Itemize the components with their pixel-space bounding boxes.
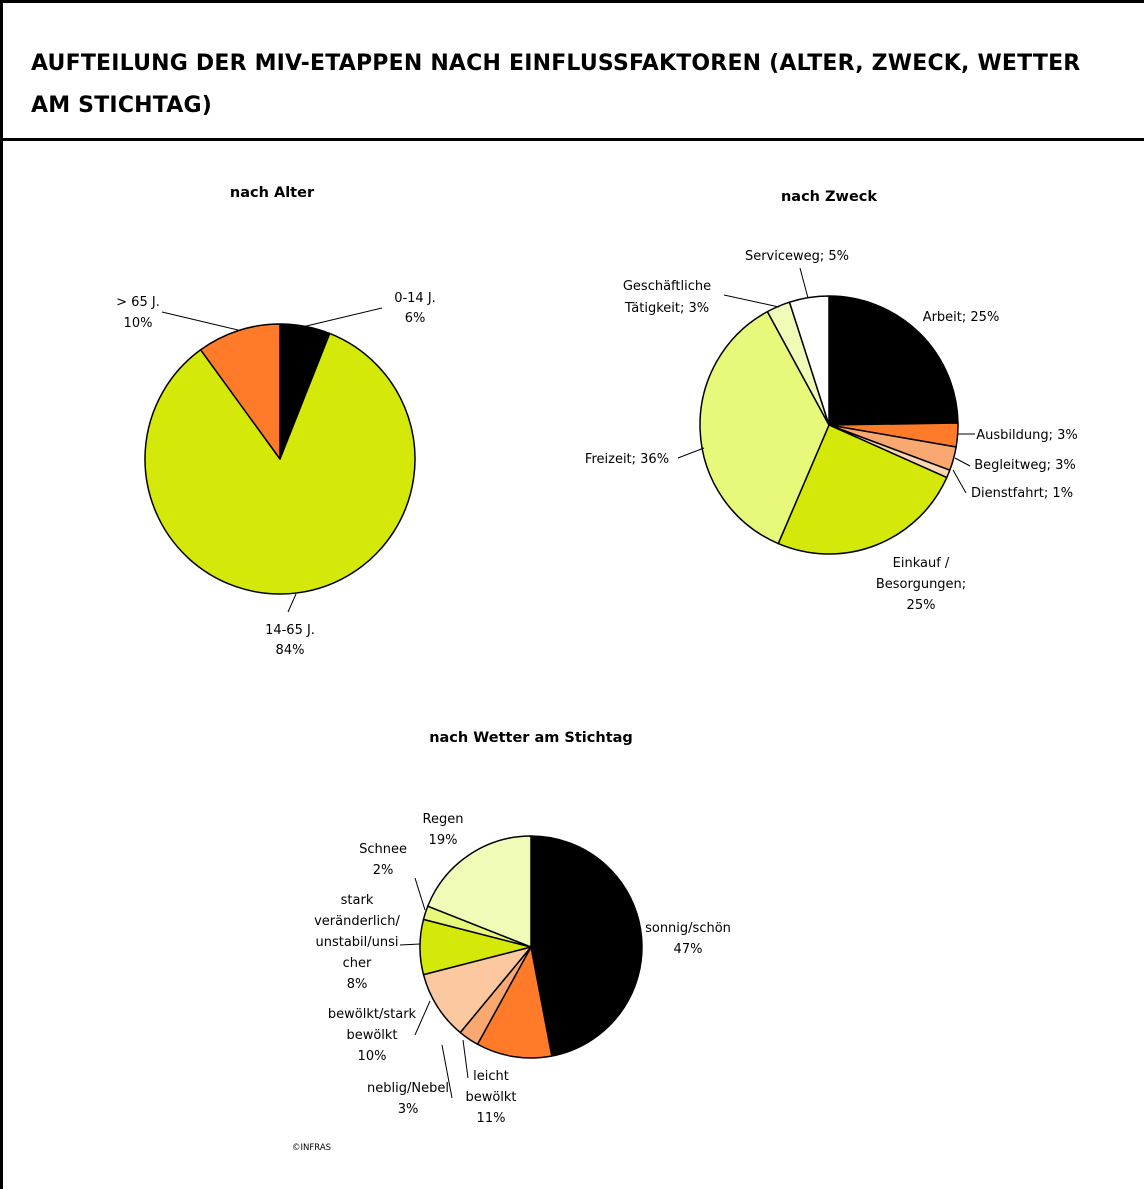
slice-label-65-j: > 65 J. 10% xyxy=(116,295,239,331)
pie-slice-65-j xyxy=(199,323,281,460)
leader-line xyxy=(954,457,971,467)
slice-name-label: Regen xyxy=(423,812,464,827)
slice-value-label: Serviceweg; 5% xyxy=(745,249,849,264)
slice-value-label: Tätigkeit; 3% xyxy=(624,301,709,316)
chart-title: nach Wetter am Stichtag xyxy=(429,730,633,746)
slice-name-label: > 65 J. xyxy=(116,295,160,310)
pie-slice-regen xyxy=(427,835,532,948)
slice-name-label: bewölkt xyxy=(346,1028,397,1043)
slice-value-label: 10% xyxy=(124,316,153,331)
slice-value-label: 47% xyxy=(674,942,703,957)
leader-line xyxy=(161,311,239,331)
leader-line xyxy=(287,593,297,613)
leader-line xyxy=(723,294,780,308)
leader-line xyxy=(399,943,421,946)
slice-name-label: veränderlich/ xyxy=(314,914,400,929)
slice-value-label: 8% xyxy=(347,977,368,992)
slice-label-stark-veranderlich-unstabil-unsi-cher: stark veränderlich/unstabil/unsi cher 8% xyxy=(314,893,421,992)
slice-label-regen: Regen 19% xyxy=(423,812,464,848)
pie-slice-leicht-bewolkt xyxy=(476,946,553,1059)
page-title: AUFTEILUNG DER MIV-ETAPPEN NACH EINFLUSS… xyxy=(31,51,1081,118)
slice-name-label: Schnee xyxy=(359,842,407,857)
slice-label-einkauf-besorgungen: Einkauf / Besorgungen; 25% xyxy=(876,556,966,613)
pie-slice-freizeit xyxy=(699,310,830,545)
slice-label-dienstfahrt: Dienstfahrt; 1% xyxy=(952,469,1073,501)
pie-slice-sonnig-schon xyxy=(530,835,643,1057)
slice-value-label: 6% xyxy=(405,311,426,326)
slice-label-neblig-nebel: neblig/Nebel 3% xyxy=(367,1044,453,1117)
slice-label-freizeit: Freizeit; 36% xyxy=(585,447,705,467)
chart-title: nach Zweck xyxy=(781,189,877,205)
slice-name-label: neblig/Nebel xyxy=(367,1081,449,1096)
slice-value-label: 19% xyxy=(429,833,458,848)
slice-name-label: Besorgungen; xyxy=(876,577,966,592)
pie-slice-serviceweg xyxy=(788,295,830,426)
pie-slice-einkauf-besorgungen xyxy=(777,424,948,555)
leader-line xyxy=(799,267,809,299)
slice-name-label: leicht xyxy=(473,1069,509,1084)
slice-label-leicht-bewolkt: leicht bewölkt 11% xyxy=(462,1039,517,1126)
slice-value-label: Arbeit; 25% xyxy=(923,310,1000,325)
slice-name-label: 14-65 J. xyxy=(265,623,315,638)
slice-label-schnee: Schnee 2% xyxy=(359,842,426,911)
chart-title: nach Alter xyxy=(230,185,315,201)
pie-slice-14-65-j xyxy=(144,332,416,595)
slice-label-begleitweg: Begleitweg; 3% xyxy=(954,457,1076,473)
pie-chart-nach-wetter-am-stichtag: nach Wetter am Stichtag sonnig/schön 47% le… xyxy=(314,730,731,1126)
slice-name-label: Einkauf / xyxy=(893,556,950,571)
slice-value-label: 10% xyxy=(358,1049,387,1064)
slice-label-0-14-j: 0-14 J. 6% xyxy=(297,291,436,329)
slice-name-label: bewölkt/stark xyxy=(328,1007,417,1022)
slice-value-label: Begleitweg; 3% xyxy=(974,458,1076,473)
leader-line xyxy=(297,307,383,329)
slice-value-label: Freizeit; 36% xyxy=(585,452,669,467)
slice-name-label: cher xyxy=(343,956,372,971)
slice-label-arbeit: Arbeit; 25% xyxy=(923,310,1000,325)
slice-label-sonnig-schon: sonnig/schön 47% xyxy=(645,921,731,957)
slice-name-label: unstabil/unsi xyxy=(315,935,398,950)
slice-value-label: 84% xyxy=(276,643,305,658)
leader-line xyxy=(414,877,426,911)
slice-value-label: Dienstfahrt; 1% xyxy=(971,486,1073,501)
slice-value-label: 25% xyxy=(907,598,936,613)
leader-line xyxy=(462,1039,469,1079)
leader-line xyxy=(441,1044,453,1099)
slice-label-14-65-j: 14-65 J. 84% xyxy=(265,593,315,658)
slice-label-ausbildung: Ausbildung; 3% xyxy=(957,428,1078,443)
slice-value-label: 3% xyxy=(398,1102,419,1117)
leader-line xyxy=(414,1000,431,1036)
slice-value-label: 11% xyxy=(477,1111,506,1126)
slice-label-bewolkt-stark-bewolkt: bewölkt/stark bewölkt 10% xyxy=(328,1000,431,1064)
slice-label-serviceweg: Serviceweg; 5% xyxy=(745,249,849,299)
slice-label-geschaftliche-tatigkeit: Geschäftliche Tätigkeit; 3% xyxy=(623,279,780,316)
slice-name-label: bewölkt xyxy=(465,1090,516,1105)
slice-name-label: sonnig/schön xyxy=(645,921,731,936)
leader-line xyxy=(677,447,705,459)
slice-name-label: 0-14 J. xyxy=(394,291,436,306)
slice-value-label: 2% xyxy=(373,863,394,878)
leader-line xyxy=(952,469,967,494)
pie-chart-nach-zweck: nach Zweck Arbeit; 25% Ausbildung; 3% Begle… xyxy=(585,189,1078,613)
slice-name-label: stark xyxy=(341,893,374,908)
copyright-credit: ©INFRAS xyxy=(292,1143,331,1153)
header-bar: AUFTEILUNG DER MIV-ETAPPEN NACH EINFLUSS… xyxy=(3,3,1144,141)
pie-slice-arbeit xyxy=(828,295,959,426)
slice-name-label: Geschäftliche xyxy=(623,279,711,294)
slice-value-label: Ausbildung; 3% xyxy=(976,428,1078,443)
pie-chart-nach-alter: nach Alter 0-14 J. 6% 14-65 J. 84% > 65 J. 10% xyxy=(116,185,436,658)
